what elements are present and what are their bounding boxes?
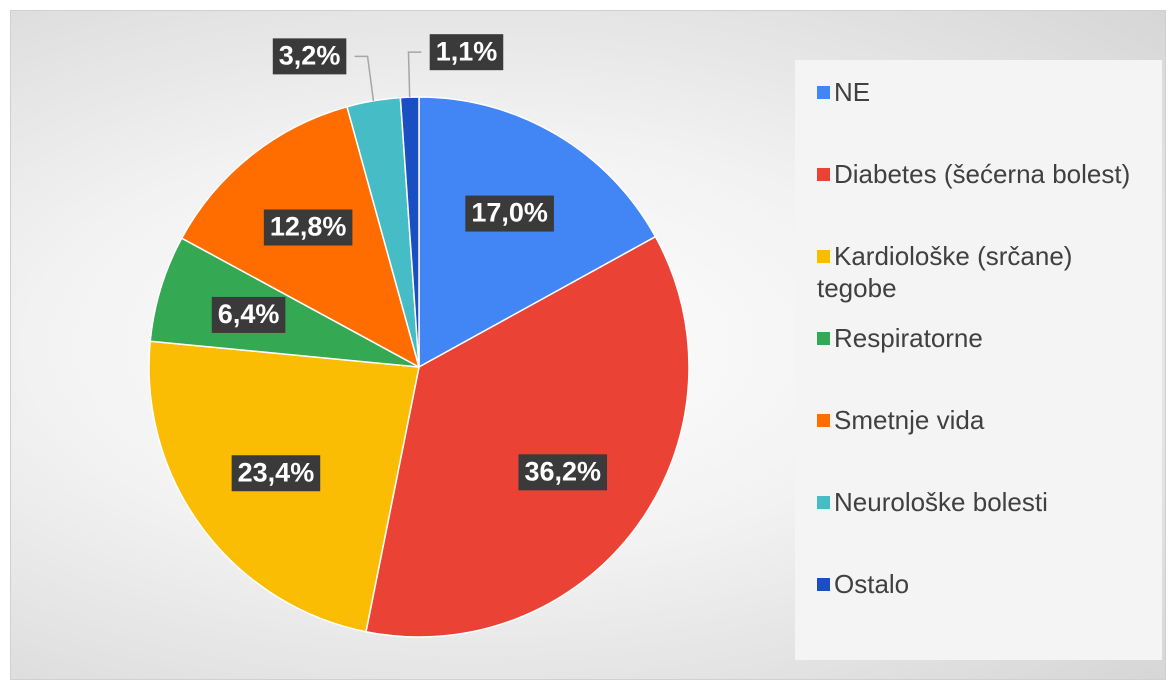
legend-swatch <box>817 168 830 181</box>
legend-item: Ostalo <box>817 568 1157 600</box>
data-label-text: 6,4% <box>218 299 280 329</box>
data-label-text: 17,0% <box>471 198 548 228</box>
data-label-text: 1,1% <box>436 36 498 66</box>
data-label-text: 12,8% <box>270 212 347 242</box>
legend-item: Diabetes (šećerna bolest) <box>817 158 1157 190</box>
data-label-box <box>518 454 608 491</box>
data-label: 23,4% <box>231 455 321 492</box>
legend-item: Smetnje vida <box>817 404 1157 436</box>
pie-slice <box>418 96 657 369</box>
legend-item: NE <box>817 76 1157 108</box>
legend-swatch <box>817 414 830 427</box>
data-label: 17,0% <box>465 195 554 232</box>
data-label-box <box>465 195 554 232</box>
legend-swatch <box>817 86 830 99</box>
legend-swatch <box>817 332 830 345</box>
legend-label: Neurološke bolesti <box>834 487 1048 517</box>
data-label-box <box>211 296 286 333</box>
data-label-box <box>231 455 321 492</box>
legend-swatch <box>817 578 830 591</box>
legend-label: NE <box>834 77 871 107</box>
leader-line <box>354 55 375 101</box>
legend: NE Diabetes (šećerna bolest) Kardiološke (… <box>795 60 1162 660</box>
data-label-box <box>272 38 347 75</box>
legend-label: Kardiološke (srčane) tegobe <box>817 241 1073 303</box>
data-label: 1,1% <box>429 34 504 71</box>
legend-label: Diabetes (šećerna bolest) <box>834 159 1131 189</box>
leader-line <box>407 51 422 98</box>
legend-label: Ostalo <box>834 569 910 599</box>
data-label-text: 23,4% <box>238 457 315 487</box>
legend-item: Neurološke bolesti <box>817 486 1157 518</box>
legend-label: Respiratorne <box>834 323 983 353</box>
data-label-box <box>429 34 504 71</box>
legend-item: Kardiološke (srčane) tegobe <box>817 240 1157 304</box>
data-label-text: 3,2% <box>279 40 341 70</box>
data-label-text: 36,2% <box>524 456 601 486</box>
legend-label: Smetnje vida <box>834 405 985 435</box>
legend-swatch <box>817 250 830 263</box>
data-label: 12,8% <box>263 209 353 246</box>
data-label-box <box>263 209 353 246</box>
pie-slice <box>365 235 690 638</box>
legend-swatch <box>817 496 830 509</box>
legend-item: Respiratorne <box>817 322 1157 354</box>
data-label: 6,4% <box>211 296 286 333</box>
data-label: 3,2% <box>272 38 347 75</box>
data-label: 36,2% <box>518 454 608 491</box>
